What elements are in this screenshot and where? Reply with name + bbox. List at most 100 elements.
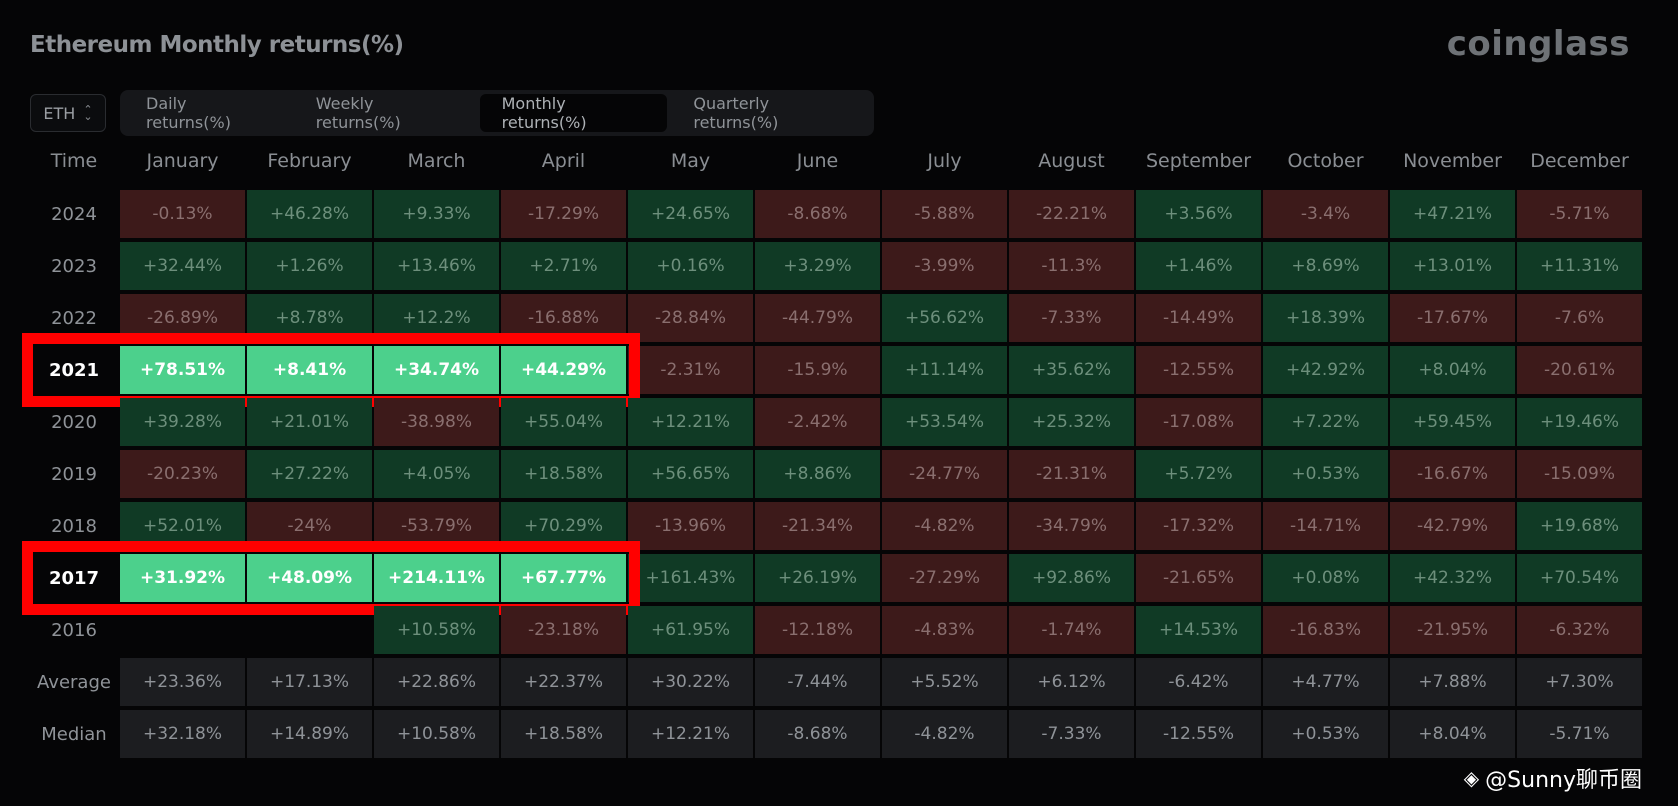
table-cell: +9.33% <box>374 190 499 238</box>
tab-quarterly[interactable]: Quarterly returns(%) <box>693 94 779 132</box>
table-cell: +7.22% <box>1263 398 1388 446</box>
table-cell: +3.56% <box>1136 190 1261 238</box>
column-header-time: Time <box>50 150 98 172</box>
table-cell: +8.41% <box>247 346 372 394</box>
table-cell: +59.45% <box>1390 398 1515 446</box>
table-cell: -6.32% <box>1517 606 1642 654</box>
table-cell: +55.04% <box>501 398 626 446</box>
table-cell <box>247 606 372 654</box>
table-cell: -16.67% <box>1390 450 1515 498</box>
table-cell: +44.29% <box>501 346 626 394</box>
table-cell: -16.83% <box>1263 606 1388 654</box>
table-cell: +30.22% <box>628 658 753 706</box>
table-cell: +46.28% <box>247 190 372 238</box>
table-cell: +67.77% <box>501 554 626 602</box>
table-cell: +8.04% <box>1390 710 1515 758</box>
table-cell: -1.74% <box>1009 606 1134 654</box>
table-cell: -5.71% <box>1517 710 1642 758</box>
table-cell: +5.72% <box>1136 450 1261 498</box>
table-cell: -4.83% <box>882 606 1007 654</box>
column-header-may: May <box>670 150 711 172</box>
row-label-2018: 2018 <box>51 515 97 537</box>
table-cell: -24.77% <box>882 450 1007 498</box>
table-cell: +10.58% <box>374 710 499 758</box>
table-cell: -2.42% <box>755 398 880 446</box>
table-cell: -17.29% <box>501 190 626 238</box>
table-cell: +7.88% <box>1390 658 1515 706</box>
row-label-2023: 2023 <box>51 255 97 277</box>
table-cell: -21.34% <box>755 502 880 550</box>
row-label-2020: 2020 <box>51 411 97 433</box>
tab-monthly[interactable]: Monthly returns(%) <box>479 94 668 132</box>
table-cell: +0.53% <box>1263 450 1388 498</box>
table-cell: +18.58% <box>501 450 626 498</box>
table-cell: -38.98% <box>374 398 499 446</box>
table-cell: +12.21% <box>628 398 753 446</box>
table-cell: +24.65% <box>628 190 753 238</box>
table-cell: +47.21% <box>1390 190 1515 238</box>
row-label-average: Average <box>37 671 111 693</box>
asset-select[interactable]: ETH ⌃ ⌄ <box>30 94 106 132</box>
table-cell: +11.31% <box>1517 242 1642 290</box>
table-cell: +214.11% <box>374 554 499 602</box>
updown-chevron-icon: ⌃ ⌄ <box>83 103 93 123</box>
table-cell: -3.99% <box>882 242 1007 290</box>
table-cell: +70.54% <box>1517 554 1642 602</box>
table-cell: -21.31% <box>1009 450 1134 498</box>
table-cell: +7.30% <box>1517 658 1642 706</box>
table-cell <box>120 606 245 654</box>
table-cell: -14.71% <box>1263 502 1388 550</box>
table-cell: +19.46% <box>1517 398 1642 446</box>
row-label-2022: 2022 <box>51 307 97 329</box>
table-cell: -5.88% <box>882 190 1007 238</box>
table-cell: +92.86% <box>1009 554 1134 602</box>
table-cell: +13.46% <box>374 242 499 290</box>
table-cell: -20.61% <box>1517 346 1642 394</box>
table-cell: +0.08% <box>1263 554 1388 602</box>
highlight-box-2021 <box>22 333 640 407</box>
table-cell: +3.29% <box>755 242 880 290</box>
table-cell: +34.74% <box>374 346 499 394</box>
table-cell: -20.23% <box>120 450 245 498</box>
table-cell: +8.69% <box>1263 242 1388 290</box>
column-header-september: September <box>1145 150 1252 172</box>
column-header-june: June <box>796 150 839 172</box>
table-cell: +26.19% <box>755 554 880 602</box>
column-header-august: August <box>1038 150 1105 172</box>
table-cell: +17.13% <box>247 658 372 706</box>
table-cell: -8.68% <box>755 190 880 238</box>
table-cell: +161.43% <box>628 554 753 602</box>
table-cell: -17.08% <box>1136 398 1261 446</box>
table-cell: -4.82% <box>882 502 1007 550</box>
row-label-2017: 2017 <box>48 567 100 589</box>
table-cell: +18.39% <box>1263 294 1388 342</box>
table-cell: +22.86% <box>374 658 499 706</box>
table-cell: +42.92% <box>1263 346 1388 394</box>
table-cell: +5.52% <box>882 658 1007 706</box>
table-cell: -34.79% <box>1009 502 1134 550</box>
column-header-march: March <box>407 150 466 172</box>
table-cell: -3.4% <box>1263 190 1388 238</box>
table-cell: -15.9% <box>755 346 880 394</box>
column-header-january: January <box>146 150 219 172</box>
table-cell: -11.3% <box>1009 242 1134 290</box>
table-cell: -21.65% <box>1136 554 1261 602</box>
table-cell: +8.86% <box>755 450 880 498</box>
table-cell: +32.18% <box>120 710 245 758</box>
table-cell: -12.55% <box>1136 710 1261 758</box>
table-cell: +27.22% <box>247 450 372 498</box>
tab-weekly[interactable]: Weekly returns(%) <box>315 94 401 132</box>
column-header-february: February <box>267 150 352 172</box>
table-cell: -21.95% <box>1390 606 1515 654</box>
table-cell: -7.44% <box>755 658 880 706</box>
page-title: Ethereum Monthly returns(%) <box>30 32 404 58</box>
table-cell: +23.36% <box>120 658 245 706</box>
table-cell: +56.62% <box>882 294 1007 342</box>
table-cell: -42.79% <box>1390 502 1515 550</box>
table-cell: -7.33% <box>1009 294 1134 342</box>
tab-daily[interactable]: Daily returns(%) <box>146 94 231 132</box>
table-cell: +13.01% <box>1390 242 1515 290</box>
brand-logo: coinglass <box>1446 24 1630 64</box>
table-cell: -4.82% <box>882 710 1007 758</box>
diamond-logo-icon: ◈ <box>1463 766 1480 790</box>
